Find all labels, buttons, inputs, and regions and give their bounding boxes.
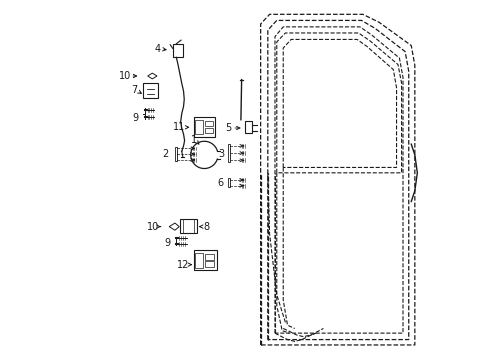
Bar [175,147,176,161]
Bar [193,117,215,137]
Text: 6: 6 [217,178,223,188]
Text: 10: 10 [146,222,159,231]
Bar [180,219,197,233]
Bar [204,121,212,126]
Bar [204,128,212,134]
Text: 8: 8 [203,222,209,231]
Text: 2: 2 [162,149,168,159]
Text: 7: 7 [131,85,137,95]
Text: 1: 1 [190,135,196,145]
Polygon shape [169,223,179,230]
Bar [244,121,252,134]
Bar [227,178,229,187]
Bar [195,253,203,267]
Polygon shape [147,73,157,79]
Text: 9: 9 [164,238,170,248]
Text: 11: 11 [173,122,185,132]
Bar [195,121,202,134]
Text: 5: 5 [225,123,231,133]
Text: 4: 4 [154,44,161,54]
Bar [205,254,214,260]
Text: 10: 10 [119,71,131,81]
Bar [143,83,158,98]
Text: 9: 9 [132,113,138,123]
Text: 12: 12 [176,260,189,270]
Text: 3: 3 [218,149,224,159]
Bar [172,44,183,57]
Bar [205,261,214,267]
Bar [193,249,217,270]
Bar [228,144,230,162]
